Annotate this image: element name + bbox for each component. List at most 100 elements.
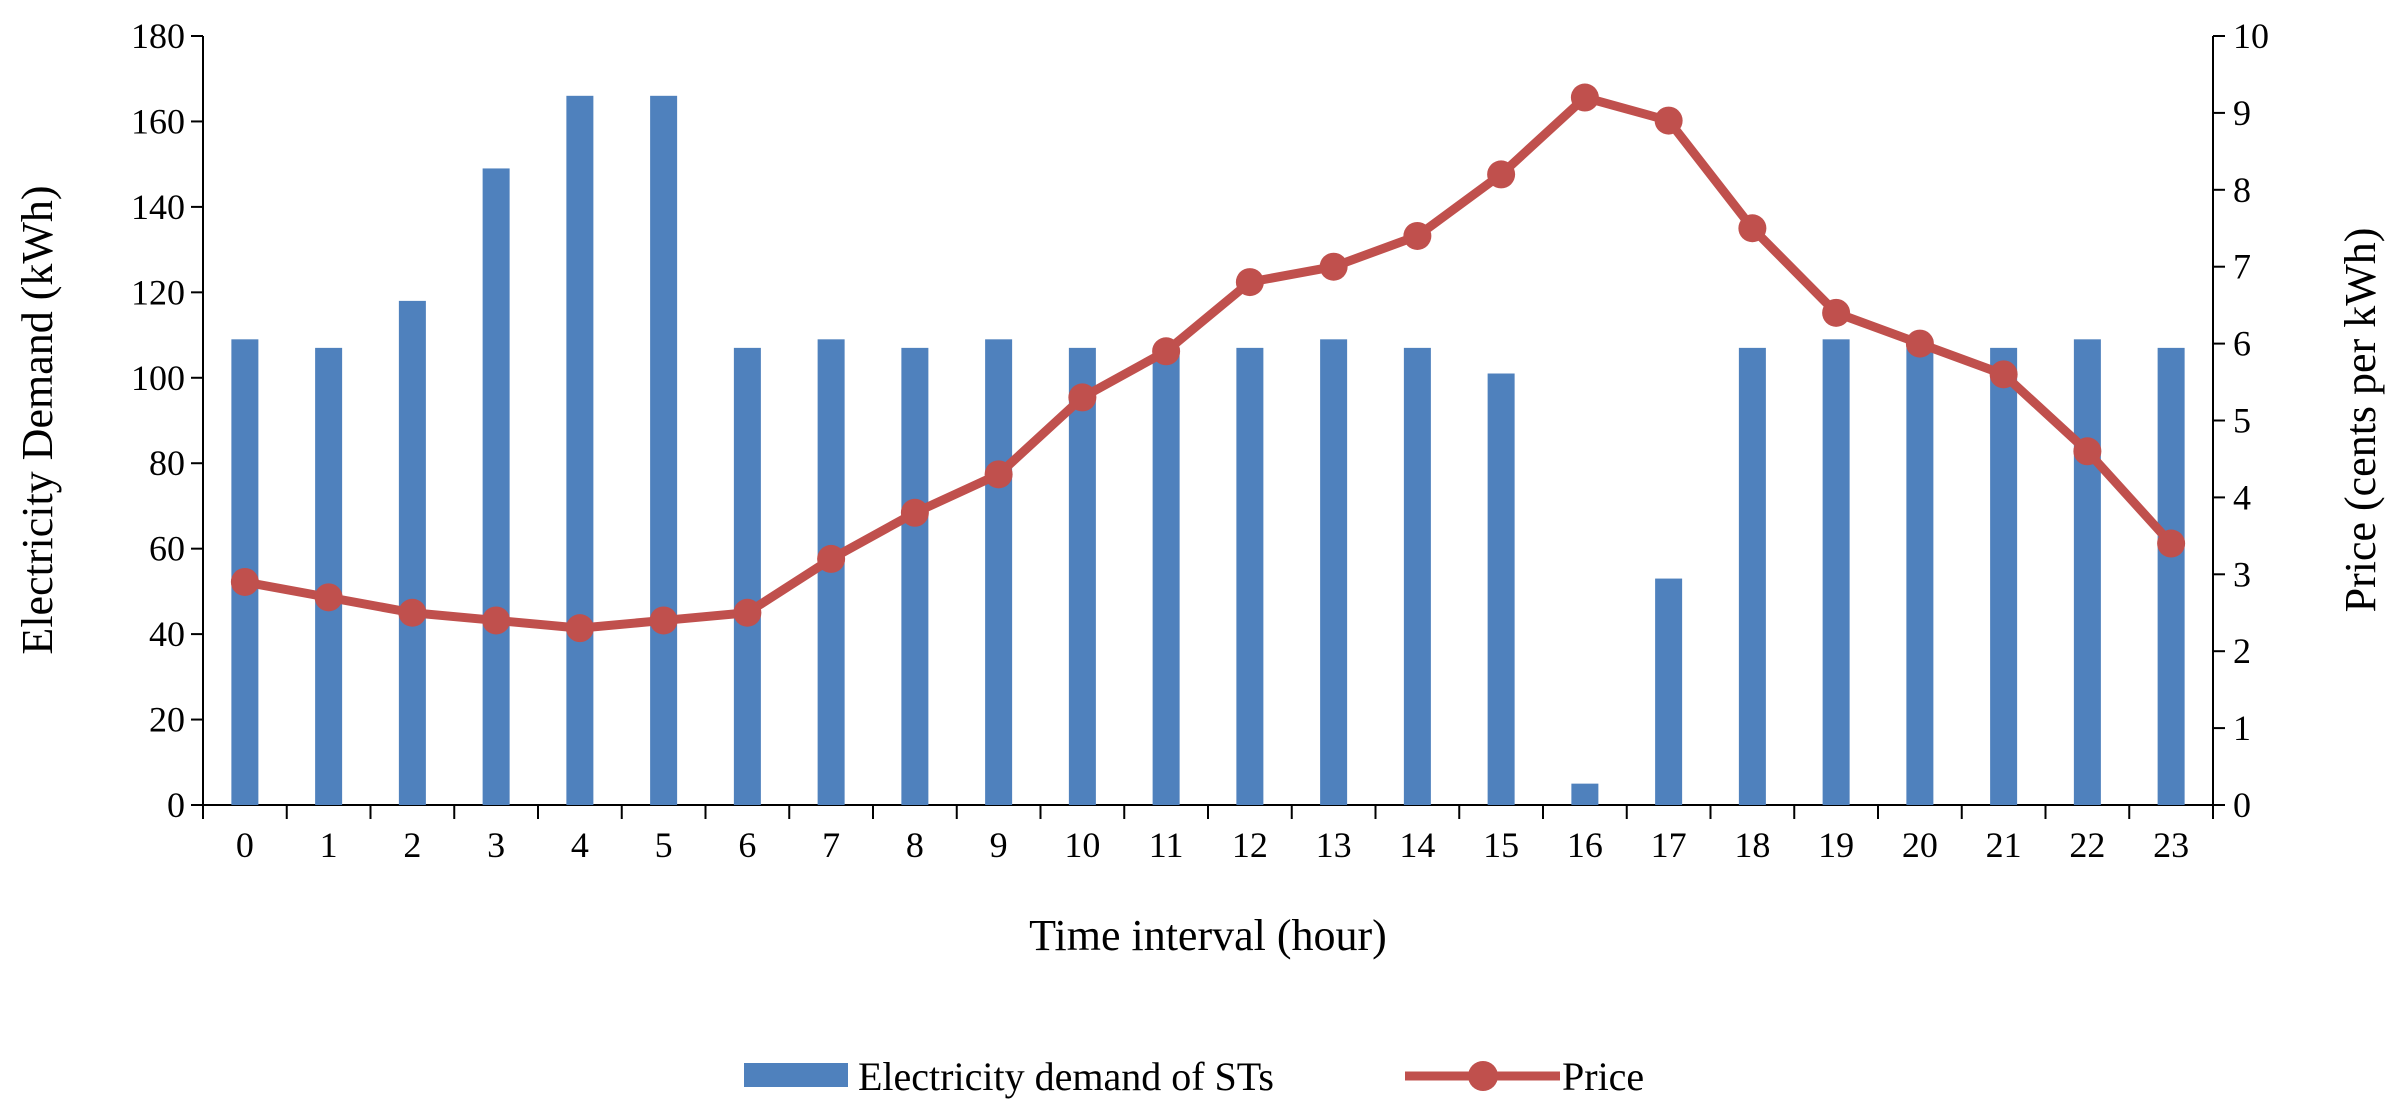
x-tick-label: 8 — [906, 825, 924, 865]
price-point — [1487, 160, 1516, 189]
demand-bar — [1403, 347, 1431, 805]
demand-bar — [1068, 347, 1096, 805]
x-tick-label: 22 — [2069, 825, 2105, 865]
price-point — [482, 606, 511, 635]
price-point — [565, 614, 594, 643]
y-right-axis-title: Price (cents per kWh) — [2336, 228, 2385, 613]
demand-bar — [482, 168, 510, 805]
x-tick-label: 14 — [1399, 825, 1435, 865]
y-left-tick-label: 100 — [131, 358, 185, 398]
demand-bar — [315, 347, 343, 805]
y-right-tick-label: 8 — [2233, 170, 2251, 210]
y-right-tick-label: 5 — [2233, 401, 2251, 441]
x-tick-label: 9 — [990, 825, 1008, 865]
x-tick-label: 20 — [1902, 825, 1938, 865]
demand-bars — [231, 95, 2185, 806]
demand-bar — [1990, 347, 2018, 805]
x-tick-label: 10 — [1064, 825, 1100, 865]
demand-bar — [1571, 783, 1599, 805]
x-tick-label: 17 — [1651, 825, 1687, 865]
x-tick-label: 16 — [1567, 825, 1603, 865]
price-point — [1570, 83, 1599, 112]
legend-line-label: Price — [1562, 1054, 1644, 1099]
price-point — [1152, 337, 1181, 366]
y-right-tick-label: 7 — [2233, 247, 2251, 287]
x-tick-label: 2 — [403, 825, 421, 865]
x-axis-title: Time interval (hour) — [1029, 911, 1387, 960]
legend-bar-swatch — [744, 1063, 848, 1087]
demand-bar — [650, 95, 678, 806]
price-point — [817, 544, 846, 573]
x-tick-label: 23 — [2153, 825, 2189, 865]
y-left-axis-title: Electricity Demand (kWh) — [13, 185, 62, 654]
y-right-tick-label: 3 — [2233, 554, 2251, 594]
price-point — [984, 460, 1013, 489]
demand-bar — [1738, 347, 1766, 805]
price-line — [230, 83, 2186, 643]
y-right-tick-label: 4 — [2233, 477, 2251, 517]
y-left-tick-label: 140 — [131, 187, 185, 227]
price-point — [1403, 221, 1432, 250]
y-left-tick-label: 160 — [131, 101, 185, 141]
price-point — [1738, 214, 1767, 243]
demand-bar — [1152, 347, 1180, 805]
demand-bar — [1236, 347, 1264, 805]
price-point — [398, 598, 427, 627]
axes — [191, 35, 2225, 819]
x-tick-label: 21 — [1986, 825, 2022, 865]
y-right-tick-label: 2 — [2233, 631, 2251, 671]
y-left-tick-label: 180 — [131, 16, 185, 56]
demand-bar — [1487, 373, 1515, 805]
demand-bar — [2157, 347, 2185, 805]
y-right-tick-label: 6 — [2233, 324, 2251, 364]
demand-bar — [901, 347, 929, 805]
y-left-tick-label: 20 — [149, 700, 185, 740]
demand-bar — [733, 347, 761, 805]
x-tick-label: 19 — [1818, 825, 1854, 865]
demand-bar — [2073, 339, 2101, 805]
legend: Electricity demand of STs Price — [744, 1054, 1644, 1099]
price-point — [1319, 252, 1348, 281]
price-point — [1654, 106, 1683, 135]
x-tick-label: 18 — [1734, 825, 1770, 865]
y-left-tick-label: 120 — [131, 272, 185, 312]
x-tick-label: 15 — [1483, 825, 1519, 865]
x-tick-label: 5 — [655, 825, 673, 865]
price-point — [649, 606, 678, 635]
demand-bar — [985, 339, 1013, 805]
x-tick-label: 1 — [320, 825, 338, 865]
demand-bar — [1655, 578, 1683, 805]
price-line-path — [244, 93, 2175, 633]
price-point — [1822, 298, 1851, 327]
price-point — [733, 598, 762, 627]
y-left-tick-label: 40 — [149, 614, 185, 654]
y-left-tick-label: 80 — [149, 443, 185, 483]
y-left-tick-label: 0 — [167, 785, 185, 825]
demand-bar — [1320, 339, 1348, 805]
demand-bar — [1822, 339, 1850, 805]
y-right-tick-label: 9 — [2233, 93, 2251, 133]
x-tick-label: 6 — [738, 825, 756, 865]
x-tick-label: 11 — [1149, 825, 1184, 865]
demand-bar — [398, 300, 426, 805]
price-point — [2157, 529, 2186, 558]
x-tick-label: 3 — [487, 825, 505, 865]
price-point — [1905, 329, 1934, 358]
x-tick-label: 12 — [1232, 825, 1268, 865]
x-tick-label: 13 — [1316, 825, 1352, 865]
price-point — [2073, 437, 2102, 466]
legend-line-marker — [1468, 1061, 1498, 1091]
y-left-tick-label: 60 — [149, 529, 185, 569]
price-point — [314, 583, 343, 612]
x-tick-label: 4 — [571, 825, 589, 865]
price-point — [1068, 383, 1097, 412]
price-point — [230, 567, 259, 596]
y-right-tick-label: 0 — [2233, 785, 2251, 825]
legend-bar-label: Electricity demand of STs — [858, 1054, 1274, 1099]
x-tick-label: 7 — [822, 825, 840, 865]
y-right-tick-label: 10 — [2233, 16, 2269, 56]
price-point — [1989, 360, 2018, 389]
